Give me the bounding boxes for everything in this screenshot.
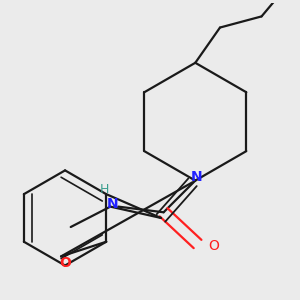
Text: O: O xyxy=(60,256,71,270)
Text: N: N xyxy=(107,197,118,212)
Text: H: H xyxy=(100,183,110,196)
Text: N: N xyxy=(191,170,203,184)
Text: O: O xyxy=(208,239,219,253)
